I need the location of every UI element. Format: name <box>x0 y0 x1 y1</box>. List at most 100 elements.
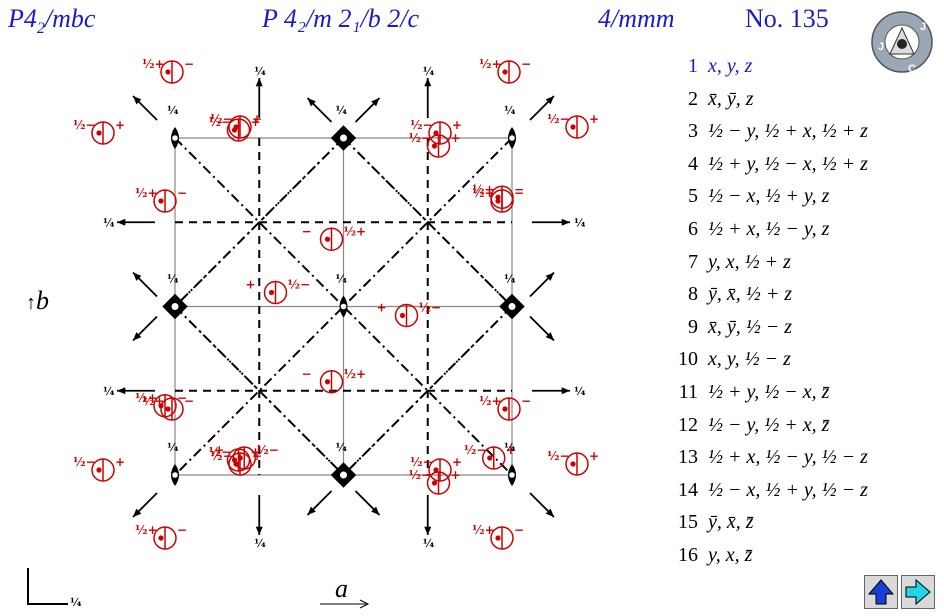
position-height-right: − <box>177 391 187 405</box>
position-number: 15 <box>678 511 698 534</box>
position-height-right: − <box>177 186 187 200</box>
arrowhead <box>561 387 570 395</box>
arrowhead <box>133 332 142 341</box>
dotted-diagonal-line <box>342 137 513 308</box>
position-comma <box>268 289 275 296</box>
position-row: 4 ½ + y, ½ − x, ½ + z <box>668 150 868 183</box>
position-height-right: + <box>589 112 599 126</box>
position-row: 13 ½ + x, ½ − y, ½ − z <box>668 443 868 476</box>
position-comma <box>96 130 102 136</box>
position-height-left: ½+ <box>472 182 495 196</box>
up-arrow-icon <box>867 579 895 605</box>
arrowhead <box>424 526 432 535</box>
arrowhead <box>117 218 126 226</box>
height-label: ¼ <box>167 273 179 286</box>
position-comma <box>570 124 576 130</box>
position-comma <box>431 480 438 486</box>
position-height-left: ½− <box>209 445 232 459</box>
position-height-right: + <box>451 468 461 482</box>
position-coordinates: x̄, ȳ, ½ − z <box>708 315 793 338</box>
position-height-left: ½− <box>410 455 433 469</box>
position-row: 7 y, x, ½ + z <box>668 248 868 281</box>
position-height-left: ½+ <box>135 186 158 200</box>
axis-center-dot <box>172 472 178 478</box>
position-height-left: ½− <box>547 112 570 126</box>
position-height-left: ½+ <box>135 523 158 537</box>
height-label: ¼ <box>574 216 586 229</box>
position-comma <box>158 403 164 409</box>
position-number: 9 <box>688 315 698 338</box>
position-height-left: − <box>302 367 312 381</box>
height-label: ¼ <box>504 441 516 454</box>
jkc-logo[interactable]: J J C <box>870 10 934 74</box>
position-row: 2 x̄, ȳ, z <box>668 85 868 118</box>
full-symbol: P 4₂/m 2₁/b 2/c <box>262 4 419 34</box>
position-height-left: − <box>302 224 312 238</box>
position-height-right: + <box>115 455 125 469</box>
position-comma <box>231 127 238 133</box>
position-coordinates: x, y, ½ − z <box>708 348 791 371</box>
position-height-right: − <box>521 394 531 408</box>
position-number: 11 <box>678 380 698 403</box>
position-height-right: + <box>252 449 262 463</box>
height-label: ¼ <box>103 216 115 229</box>
axis-center-dot <box>340 134 347 142</box>
position-number: 14 <box>678 478 698 501</box>
position-coordinates: ȳ, x̄, ½ + z <box>708 283 793 306</box>
position-comma <box>502 406 508 412</box>
position-height-right: − <box>521 57 531 71</box>
arrowhead <box>371 98 380 107</box>
coordinate-list: 1 x, y, z 2 x̄, ȳ, z 3 ½ − y, ½ + x, ½ + z 4 ½ … <box>668 52 868 574</box>
hm-main: P4 <box>8 4 37 33</box>
previous-button[interactable] <box>864 575 898 609</box>
position-row: 12 ½ − y, ½ + x, z̄ <box>668 411 868 444</box>
position-number: 5 <box>688 185 698 208</box>
position-number: 13 <box>678 446 698 469</box>
position-number: 2 <box>688 87 698 110</box>
dotted-diagonal-line <box>342 305 513 476</box>
right-arrow-icon <box>905 578 931 606</box>
position-height-right: ½− <box>256 443 279 457</box>
position-row: 1 x, y, z <box>668 52 868 85</box>
position-number: 8 <box>688 283 698 306</box>
position-height-right: − <box>514 523 524 537</box>
position-height-right: + <box>251 115 261 129</box>
a-axis: a <box>335 574 348 604</box>
arrowhead <box>307 506 316 515</box>
dotted-diagonal-line <box>174 305 345 476</box>
height-label: ¼ <box>336 441 348 454</box>
position-comma <box>433 130 439 136</box>
position-height-left: ½+ <box>479 57 502 71</box>
position-coordinates: ½ − y, ½ + x, z̄ <box>708 413 830 436</box>
b-axis: ↑b <box>26 286 49 316</box>
position-comma <box>570 461 576 467</box>
arrowhead <box>117 387 126 395</box>
position-height-left: + <box>377 301 387 315</box>
arrowhead <box>545 508 554 517</box>
axis-center-dot <box>172 135 178 141</box>
arrowhead <box>371 506 380 515</box>
position-height-right: ½− <box>419 301 442 315</box>
position-number: 7 <box>688 250 698 273</box>
position-comma <box>495 194 501 200</box>
position-height-left: ½+ <box>142 57 165 71</box>
axis-center-dot <box>509 135 515 141</box>
arrowhead <box>133 508 142 517</box>
position-height-right: + <box>452 118 462 132</box>
height-label: ¼ <box>423 65 435 78</box>
position-height-left: ½− <box>210 112 233 126</box>
position-height-right: + <box>252 112 262 126</box>
position-height-left: + <box>246 278 256 292</box>
position-coordinates: y, x, z̄ <box>708 543 753 566</box>
position-coordinates: y, x, ½ + z <box>708 250 791 273</box>
position-height-right: + <box>452 455 462 469</box>
position-height-left: ½− <box>464 443 487 457</box>
position-height-left: ½− <box>73 118 96 132</box>
arrowhead <box>133 96 142 105</box>
next-button[interactable] <box>901 575 935 609</box>
height-label: ¼ <box>504 273 516 286</box>
a-arrow-icon <box>320 599 370 609</box>
position-height-left: ½− <box>209 115 232 129</box>
position-coordinates: ½ + y, ½ − x, ½ + z <box>708 152 868 175</box>
hm-sub: 2 <box>36 20 45 38</box>
